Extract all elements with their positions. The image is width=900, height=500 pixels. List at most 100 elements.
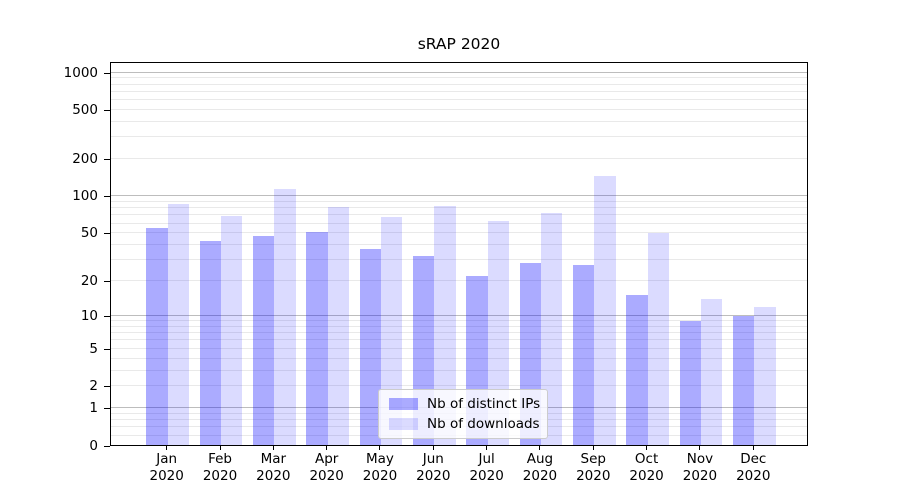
x-tick-label: Oct 2020	[629, 451, 664, 484]
bar-downloads	[167, 203, 190, 445]
minor-gridline	[111, 259, 807, 261]
y-tick-mark	[104, 196, 110, 198]
bar-distinct-ips	[359, 248, 381, 445]
bar-distinct-ips	[306, 231, 328, 445]
x-tick-label: Dec 2020	[736, 451, 771, 484]
y-tick-mark	[104, 386, 110, 388]
y-tick-mark	[104, 281, 110, 283]
minor-gridline	[111, 320, 807, 322]
legend-item: Nb of distinct IPs	[389, 396, 541, 412]
y-tick-label: 1	[89, 400, 98, 417]
minor-gridline	[111, 244, 807, 246]
bar-downloads	[700, 298, 723, 445]
x-tick-label: May 2020	[362, 451, 398, 484]
y-tick-mark	[104, 348, 110, 350]
minor-gridline	[111, 83, 807, 85]
bar-distinct-ips	[626, 295, 648, 445]
x-tick-mark	[432, 446, 434, 450]
y-tick-label: 200	[72, 151, 98, 168]
x-tick-mark	[166, 446, 168, 450]
legend-item: Nb of downloads	[389, 416, 540, 432]
minor-gridline	[111, 120, 807, 122]
minor-gridline	[111, 357, 807, 359]
minor-gridline	[111, 158, 807, 160]
bar-downloads	[540, 213, 563, 445]
minor-gridline	[111, 369, 807, 371]
y-tick-label: 500	[72, 101, 98, 118]
legend-swatch-downloads	[389, 418, 418, 430]
x-tick-mark	[272, 446, 274, 450]
minor-gridline	[111, 280, 807, 282]
x-tick-mark	[539, 446, 541, 450]
x-tick-label: Feb 2020	[202, 451, 238, 484]
minor-gridline	[111, 207, 807, 209]
bar-downloads	[754, 306, 776, 445]
x-tick-mark	[326, 446, 328, 450]
x-tick-mark	[486, 446, 488, 450]
y-tick-label: 10	[80, 308, 98, 325]
y-tick-label: 20	[80, 273, 98, 290]
minor-gridline	[111, 201, 807, 202]
x-tick-label: Sep 2020	[576, 451, 611, 484]
legend-swatch-distinct-ips	[389, 398, 418, 410]
x-tick-mark	[219, 446, 221, 450]
minor-gridline	[111, 136, 807, 138]
legend-label: Nb of distinct IPs	[427, 396, 541, 412]
bar-downloads	[274, 188, 296, 445]
bar-downloads	[221, 216, 243, 445]
minor-gridline	[111, 108, 807, 110]
bar-distinct-ips	[252, 236, 275, 445]
bar-downloads	[327, 206, 350, 445]
y-tick-mark	[104, 109, 110, 111]
x-tick-mark	[646, 446, 648, 450]
major-gridline	[111, 195, 807, 197]
y-tick-label: 2	[89, 378, 98, 395]
bar-distinct-ips	[572, 265, 595, 445]
minor-gridline	[111, 339, 807, 341]
x-tick-mark	[379, 446, 381, 450]
x-tick-label: Apr 2020	[309, 451, 344, 484]
y-tick-mark	[104, 408, 110, 410]
y-tick-label: 5	[89, 340, 98, 357]
bar-downloads	[594, 176, 616, 445]
x-tick-mark	[592, 446, 594, 450]
minor-gridline	[111, 222, 807, 224]
bar-distinct-ips	[146, 227, 168, 445]
y-tick-mark	[104, 316, 110, 318]
y-tick-label: 50	[80, 225, 98, 242]
x-tick-label: Mar 2020	[256, 451, 291, 484]
y-tick-mark	[104, 233, 110, 235]
bar-distinct-ips	[732, 315, 755, 445]
y-tick-label: 1000	[63, 64, 98, 81]
x-tick-label: Aug 2020	[522, 451, 558, 484]
y-tick-label: 100	[72, 188, 98, 205]
minor-gridline	[111, 232, 807, 234]
y-tick-label: 0	[89, 437, 98, 454]
x-tick-label: Jan 2020	[149, 451, 184, 484]
minor-gridline	[111, 347, 807, 349]
minor-gridline	[111, 385, 807, 387]
legend-label: Nb of downloads	[427, 416, 540, 432]
minor-gridline	[111, 332, 807, 334]
chart-title: sRAP 2020	[417, 35, 501, 53]
x-tick-label: Jun 2020	[416, 451, 451, 484]
major-gridline	[111, 71, 807, 73]
x-tick-label: Nov 2020	[682, 451, 718, 484]
major-gridline	[111, 315, 807, 317]
legend: Nb of distinct IPs Nb of downloads	[378, 389, 548, 439]
bar-downloads	[434, 205, 456, 445]
bar-distinct-ips	[679, 320, 701, 445]
y-tick-mark	[104, 445, 110, 447]
x-tick-mark	[752, 446, 754, 450]
minor-gridline	[111, 77, 807, 79]
x-tick-label: Jul 2020	[469, 451, 504, 484]
y-tick-mark	[104, 159, 110, 161]
bar-distinct-ips	[199, 240, 221, 445]
y-tick-mark	[104, 72, 110, 74]
minor-gridline	[111, 90, 807, 92]
x-tick-mark	[699, 446, 701, 450]
minor-gridline	[111, 214, 807, 216]
minor-gridline	[111, 325, 807, 327]
bar-downloads	[647, 232, 669, 445]
